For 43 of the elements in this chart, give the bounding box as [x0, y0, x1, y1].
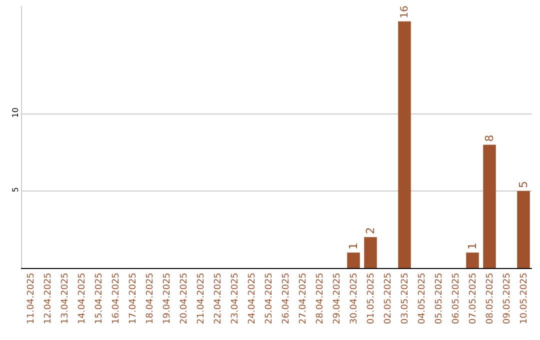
bar [483, 144, 496, 268]
x-tick-label: 09.05.2025 [502, 272, 512, 324]
x-tick-label: 27.04.2025 [298, 272, 308, 324]
x-tick-label: 17.04.2025 [128, 272, 138, 324]
x-tick-label: 02.05.2025 [383, 272, 394, 324]
x-tick-label: 12.04.2025 [43, 272, 54, 324]
x-tick-label: 28.04.2025 [315, 272, 326, 324]
x-tick-label: 13.04.2025 [60, 272, 70, 324]
x-tick-label: 23.04.2025 [230, 272, 240, 324]
x-tick-label: 08.05.2025 [485, 272, 496, 324]
bar [466, 252, 479, 268]
x-tick-label: 21.04.2025 [196, 272, 206, 324]
data-label: 5 [517, 180, 530, 188]
data-label: 1 [347, 242, 360, 250]
x-tick-label: 14.04.2025 [77, 272, 88, 324]
x-tick-label: 16.04.2025 [111, 272, 122, 324]
x-tick-label: 22.04.2025 [213, 272, 224, 324]
y-tick-label: 10 [10, 108, 20, 118]
x-tick-label: 05.05.2025 [434, 272, 444, 324]
x-tick-label: 29.04.2025 [332, 272, 342, 324]
x-tick-label: 11.04.2025 [26, 272, 36, 324]
bar [517, 190, 530, 268]
x-tick-label: 30.04.2025 [349, 272, 360, 324]
bar [347, 252, 360, 268]
data-label: 1 [466, 242, 480, 250]
x-tick-label: 06.05.2025 [451, 272, 462, 324]
bar [398, 21, 411, 268]
bar [364, 237, 377, 268]
x-tick-label: 15.04.2025 [94, 272, 104, 324]
x-tick-label: 07.05.2025 [468, 272, 478, 324]
x-tick-label: 25.04.2025 [264, 272, 274, 324]
x-tick-label: 20.04.2025 [179, 272, 190, 324]
data-label: 2 [364, 227, 378, 234]
x-tick-label: 18.04.2025 [145, 272, 156, 324]
data-label: 8 [483, 134, 496, 142]
x-tick-label: 03.05.2025 [400, 272, 410, 324]
data-label: 16 [400, 6, 411, 18]
x-tick-label: 24.04.2025 [247, 272, 258, 324]
x-tick-label: 19.04.2025 [162, 272, 172, 324]
x-tick-label: 10.05.2025 [519, 272, 530, 324]
x-tick-label: 04.05.2025 [417, 272, 428, 324]
x-tick-label: 01.05.2025 [366, 272, 376, 324]
x-tick-label: 26.04.2025 [281, 272, 292, 324]
